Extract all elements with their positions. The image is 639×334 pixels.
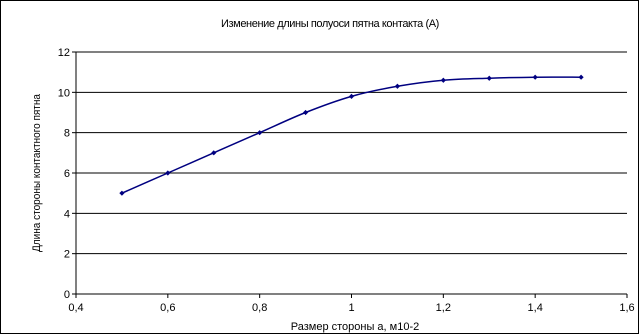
x-tick-label: 0,4 xyxy=(68,302,83,314)
y-tick-label: 10 xyxy=(58,87,70,99)
data-point xyxy=(486,75,492,81)
x-tick-label: 1,6 xyxy=(619,302,634,314)
data-point xyxy=(119,190,125,196)
data-point xyxy=(257,130,263,136)
data-point xyxy=(578,74,584,80)
data-point xyxy=(532,74,538,80)
chart-title: Изменение длины полуоси пятна контакта (… xyxy=(221,18,439,30)
y-tick-label: 2 xyxy=(64,249,70,261)
data-point xyxy=(211,150,217,156)
data-point xyxy=(394,83,401,89)
data-point xyxy=(440,77,446,83)
x-tick-label: 1 xyxy=(348,302,354,314)
y-tick-label: 6 xyxy=(64,168,70,180)
y-tick-label: 8 xyxy=(64,128,70,140)
data-point xyxy=(165,170,171,176)
data-point xyxy=(348,93,355,99)
data-point xyxy=(302,109,309,116)
y-tick-label: 0 xyxy=(64,289,70,301)
y-tick-label: 12 xyxy=(58,47,70,59)
y-axis-title: Длина стороны контактного пятна xyxy=(31,93,43,252)
x-tick-label: 0,8 xyxy=(252,302,267,314)
x-tick-label: 1,2 xyxy=(436,302,451,314)
x-axis-title: Размер стороны а, м10-2 xyxy=(291,321,419,333)
x-tick-label: 0,6 xyxy=(160,302,175,314)
y-tick-label: 4 xyxy=(64,208,70,220)
plot-area: 0 2 4 6 8 10 12 0,4 0,6 0,8 1 1,2 1,4 1,6 xyxy=(58,47,635,314)
x-tick-label: 1,4 xyxy=(528,302,543,314)
